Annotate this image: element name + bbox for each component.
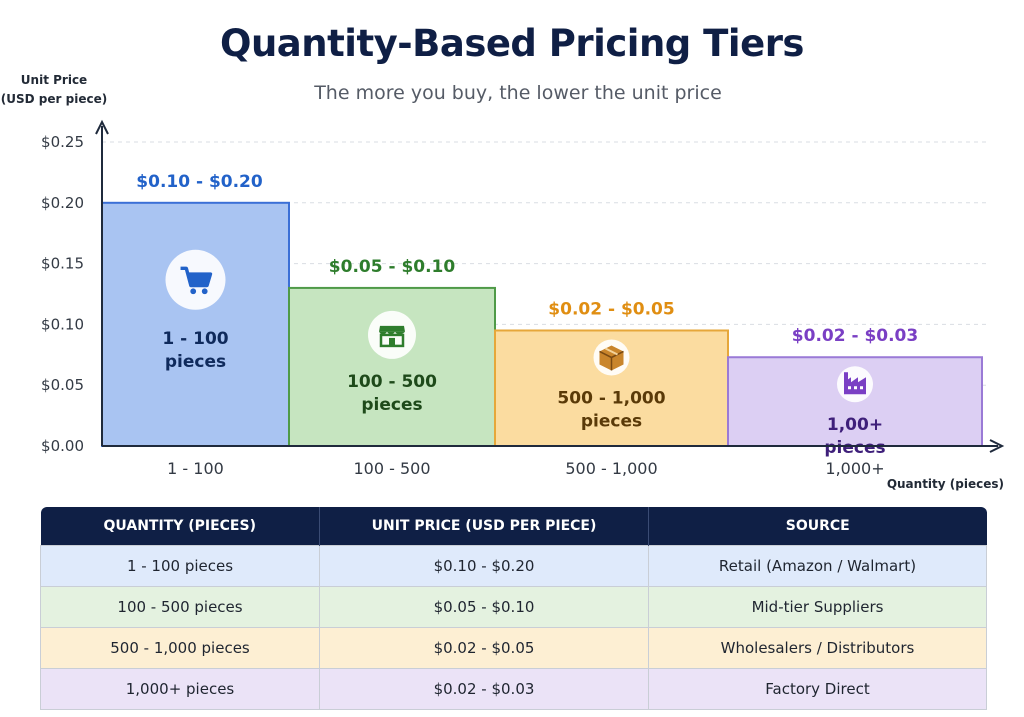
table-header-row: QUANTITY (PIECES) UNIT PRICE (USD PER PI… bbox=[40, 507, 987, 546]
storefront-icon bbox=[379, 325, 405, 348]
cell-price: $0.05 - $0.10 bbox=[319, 586, 649, 628]
cell-source: Factory Direct bbox=[648, 668, 987, 710]
cell-price: $0.02 - $0.03 bbox=[319, 668, 649, 710]
cell-quantity: 1 - 100 pieces bbox=[40, 545, 320, 587]
x-tick-label: 1,000+ bbox=[825, 459, 884, 478]
factory-icon bbox=[844, 372, 866, 395]
y-tick-label: $0.15 bbox=[41, 255, 84, 273]
x-axis-arrow bbox=[989, 439, 1005, 453]
chart-title: Quantity-Based Pricing Tiers bbox=[220, 22, 804, 65]
y-axis-title: Unit Price bbox=[21, 73, 87, 87]
shopping-cart-icon bbox=[180, 266, 213, 295]
y-tick-label: $0.25 bbox=[41, 133, 84, 151]
bar bbox=[494, 329, 729, 448]
cell-source: Wholesalers / Distributors bbox=[648, 627, 987, 669]
bar-quantity-label: 500 - 1,000 bbox=[557, 388, 665, 408]
table-row: 100 - 500 pieces $0.05 - $0.10 Mid-tier … bbox=[40, 586, 987, 628]
y-tick-label: $0.05 bbox=[41, 376, 84, 394]
cell-source: Retail (Amazon / Walmart) bbox=[648, 545, 987, 587]
table-row: 500 - 1,000 pieces $0.02 - $0.05 Wholesa… bbox=[40, 627, 987, 669]
x-tick-label: 500 - 1,000 bbox=[565, 459, 657, 478]
y-tick-label: $0.20 bbox=[41, 194, 84, 212]
header-unit-price: UNIT PRICE (USD PER PIECE) bbox=[319, 507, 649, 546]
chart-subtitle: The more you buy, the lower the unit pri… bbox=[314, 82, 722, 104]
package-box-icon bbox=[599, 345, 624, 371]
bar-quantity-label: pieces bbox=[824, 438, 885, 458]
table-row: 1 - 100 pieces $0.10 - $0.20 Retail (Ama… bbox=[40, 545, 987, 587]
pricing-chart: $0.00 $0.05 $0.10 $0.15 $0.20 $0.25 $0.10 - $0… bbox=[1, 73, 1005, 491]
bar-quantity-label: pieces bbox=[165, 352, 226, 372]
y-axis-arrow bbox=[95, 119, 109, 135]
pricing-table: QUANTITY (PIECES) UNIT PRICE (USD PER PI… bbox=[40, 507, 987, 710]
y-tick-label: $0.10 bbox=[41, 315, 84, 333]
cell-price: $0.02 - $0.05 bbox=[319, 627, 649, 669]
cell-price: $0.10 - $0.20 bbox=[319, 545, 649, 587]
header-quantity: QUANTITY (PIECES) bbox=[40, 507, 320, 546]
table-row: 1,000+ pieces $0.02 - $0.03 Factory Dire… bbox=[40, 668, 987, 710]
x-axis-title: Quantity (pieces) bbox=[887, 477, 1004, 491]
header-source: SOURCE bbox=[648, 507, 987, 546]
price-range-label: $0.02 - $0.05 bbox=[548, 299, 674, 319]
cell-quantity: 1,000+ pieces bbox=[40, 668, 320, 710]
bar-quantity-label: 1 - 100 bbox=[162, 329, 228, 349]
y-tick-label: $0.00 bbox=[41, 437, 84, 455]
cell-quantity: 500 - 1,000 pieces bbox=[40, 627, 320, 669]
x-tick-label: 100 - 500 bbox=[353, 459, 430, 478]
y-axis-title: (USD per piece) bbox=[1, 92, 107, 106]
bar bbox=[101, 201, 290, 447]
x-tick-label: 1 - 100 bbox=[167, 459, 224, 478]
price-range-label: $0.05 - $0.10 bbox=[329, 257, 456, 277]
bar-quantity-label: 1,00+ bbox=[827, 415, 883, 435]
price-range-label: $0.10 - $0.20 bbox=[136, 172, 263, 192]
cell-source: Mid-tier Suppliers bbox=[648, 586, 987, 628]
bar-quantity-label: 100 - 500 bbox=[347, 372, 437, 392]
bar-quantity-label: pieces bbox=[581, 411, 642, 431]
price-range-label: $0.02 - $0.03 bbox=[792, 326, 918, 346]
cell-quantity: 100 - 500 pieces bbox=[40, 586, 320, 628]
bar-quantity-label: pieces bbox=[361, 395, 422, 415]
